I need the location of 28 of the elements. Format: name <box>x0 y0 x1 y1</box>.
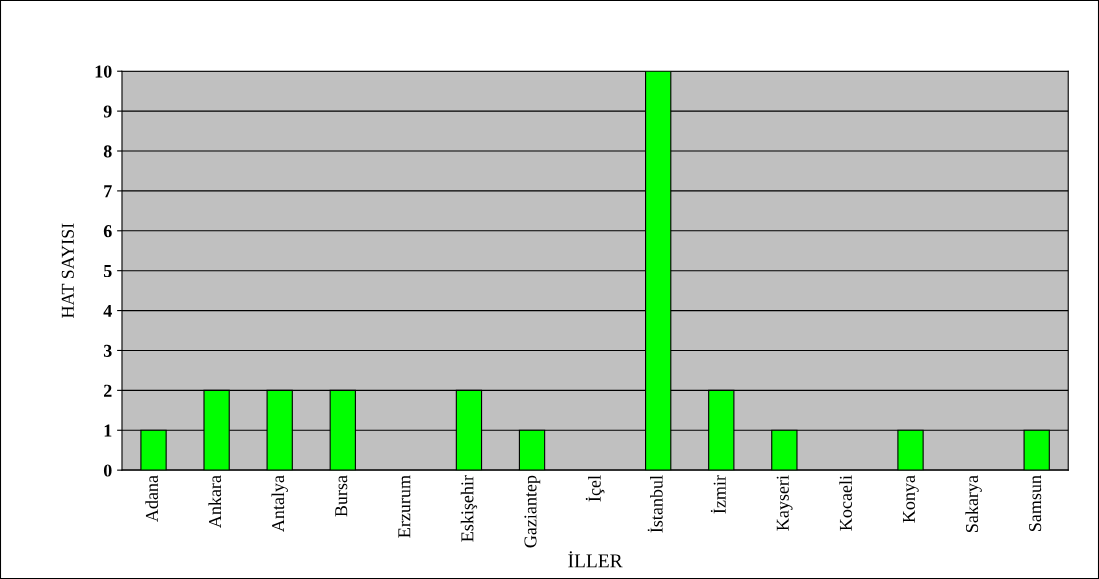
x-tick-label: Antalya <box>271 475 288 532</box>
x-axis-title: İLLER <box>568 551 623 568</box>
y-tick-label: 10 <box>95 65 112 78</box>
y-tick-label: 1 <box>104 424 112 437</box>
y-tick-label: 7 <box>104 185 112 198</box>
y-tick-label: 0 <box>103 464 112 477</box>
x-tick-label: Sakarya <box>965 475 982 532</box>
x-tick-label: İzmir <box>710 475 726 514</box>
y-tick-label: 3 <box>103 344 112 357</box>
y-tick-label: 6 <box>103 225 112 238</box>
x-tick-label: Bursa <box>335 475 348 517</box>
x-tick-label: Ankara <box>208 475 222 528</box>
y-tick-label: 2 <box>104 384 112 397</box>
x-tick-label: İçel <box>585 475 605 502</box>
x-tick-label: Kocaeli <box>839 475 852 531</box>
x-tick-label: Eskişehir <box>460 475 478 542</box>
x-tick-label: Samsun <box>1029 475 1042 531</box>
x-tick-label: Kayseri <box>776 475 793 531</box>
x-tick-label: İstanbul <box>647 475 663 533</box>
x-tick-label: Konya <box>902 475 919 523</box>
x-tick-label: Erzurum <box>398 475 411 538</box>
x-tick-label: Adana <box>145 475 159 522</box>
y-tick-label: 9 <box>103 105 112 118</box>
x-tick-label: Gaziantep <box>524 475 541 548</box>
y-tick-label: 8 <box>103 145 112 158</box>
y-tick-label: 5 <box>103 265 112 278</box>
y-axis-title: HAT SAYISI <box>61 223 74 319</box>
y-tick-label: 4 <box>103 304 112 317</box>
